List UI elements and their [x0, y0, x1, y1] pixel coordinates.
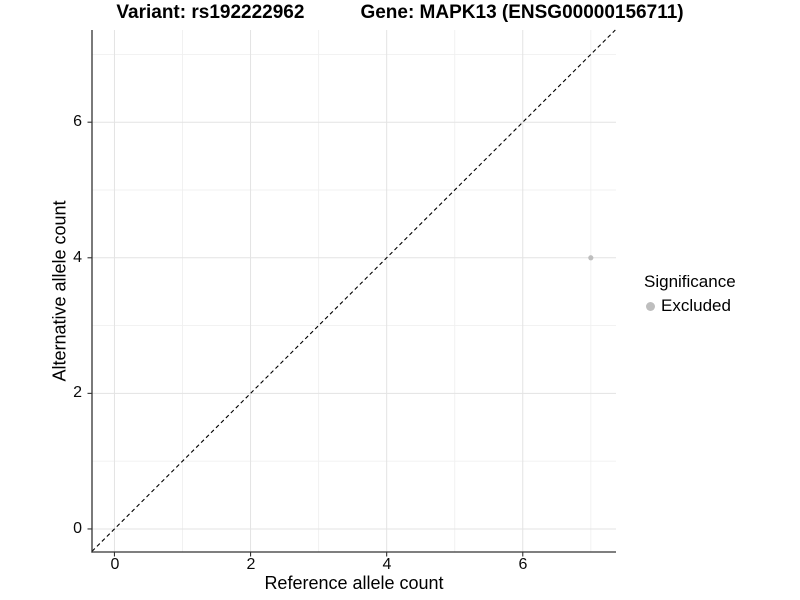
x-tick-label-6: 6 — [518, 556, 528, 573]
identity-line — [91, 29, 616, 552]
plot-title-gene: Gene: MAPK13 (ENSG00000156711) — [360, 2, 684, 23]
legend-item-excluded: Excluded — [646, 296, 736, 316]
legend: Significance Excluded — [644, 272, 736, 316]
x-tick-label-4: 4 — [382, 556, 392, 573]
legend-point-swatch — [646, 301, 655, 311]
y-tick-label-4: 4 — [73, 249, 82, 266]
y-axis-title: Alternative allele count — [49, 200, 70, 382]
y-tick-label-6: 6 — [73, 113, 82, 130]
y-tick-label-2: 2 — [73, 384, 82, 401]
legend-title: Significance — [644, 272, 736, 291]
legend-item-label: Excluded — [661, 296, 731, 315]
data-point-excluded — [588, 255, 594, 261]
plot-title: Variant: rs192222962 Gene: MAPK13 (ENSG0… — [0, 2, 800, 24]
x-tick-label-0: 0 — [110, 556, 120, 573]
y-tick-label-0: 0 — [73, 520, 82, 537]
x-tick-label-2: 2 — [246, 556, 256, 573]
plot-title-variant: Variant: rs192222962 — [116, 2, 305, 23]
x-axis-title: Reference allele count — [264, 573, 444, 593]
